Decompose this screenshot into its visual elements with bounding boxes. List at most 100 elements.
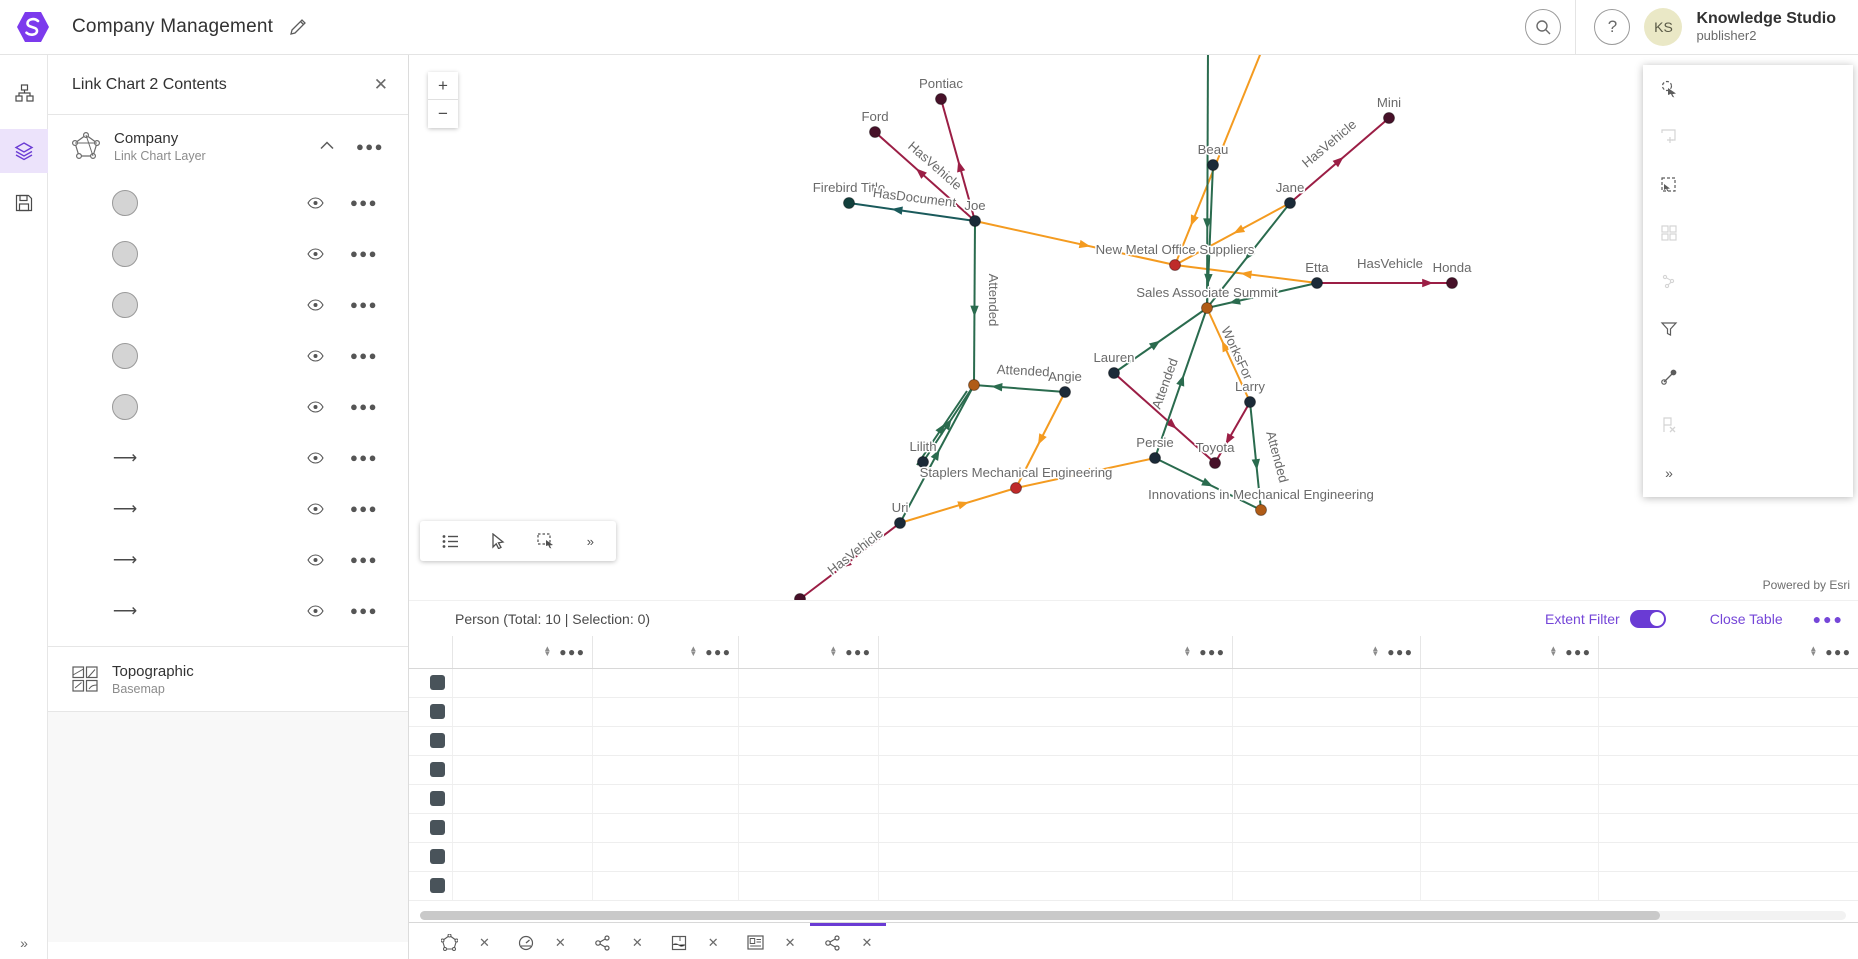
table-row[interactable]	[409, 871, 1858, 901]
toggle-visibility-button[interactable]	[307, 247, 324, 260]
row-checkbox[interactable]	[430, 820, 445, 836]
table-row[interactable]	[409, 842, 1858, 872]
sort-icon[interactable]: ▲ ▼	[1809, 644, 1818, 658]
item-menu-button[interactable]: ●●●	[349, 246, 378, 261]
avatar[interactable]: KS	[1644, 8, 1683, 46]
edit-title-button[interactable]	[289, 18, 307, 36]
row-checkbox[interactable]	[430, 733, 445, 749]
row-checkbox[interactable]	[430, 849, 445, 865]
contents-item-document[interactable]: ●●●	[48, 228, 408, 279]
toggle-visibility-button[interactable]	[307, 298, 324, 311]
contents-item-hasdocument[interactable]: ⟶ ●●●	[48, 585, 408, 636]
close-tab-icon[interactable]: ✕	[707, 934, 719, 950]
toggle-visibility-button[interactable]	[307, 349, 324, 362]
sort-icon[interactable]: ▲ ▼	[1183, 644, 1192, 658]
extent-filter-toggle[interactable]	[1629, 609, 1666, 628]
table-row[interactable]	[409, 726, 1858, 756]
zoom-in-button[interactable]: +	[428, 72, 458, 100]
layer-header[interactable]: Company Link Chart Layer ●●●	[48, 115, 408, 177]
sort-icon[interactable]: ▲ ▼	[543, 644, 552, 658]
tab-dashboard[interactable]: ✕	[504, 923, 580, 959]
table-horizontal-scrollbar[interactable]	[420, 911, 1846, 920]
toggle-visibility-button[interactable]	[307, 553, 324, 566]
item-menu-button[interactable]: ●●●	[349, 399, 378, 414]
table-row[interactable]	[409, 784, 1858, 814]
menu-item-filtered-expand[interactable]	[1643, 305, 1853, 353]
collapse-layer-button[interactable]	[312, 133, 342, 159]
column-menu-button[interactable]: ●●●	[559, 644, 586, 659]
menu-item-collapse[interactable]: »	[1643, 449, 1853, 497]
menu-item-select-all[interactable]	[1643, 161, 1853, 209]
tab-data-card[interactable]: ✕	[733, 923, 810, 959]
tab-link-chart-2[interactable]: ✕	[809, 923, 887, 959]
item-menu-button[interactable]: ●●●	[349, 195, 378, 210]
zoom-out-button[interactable]: −	[428, 100, 458, 128]
item-menu-button[interactable]: ●●●	[349, 603, 378, 618]
sort-icon[interactable]: ▲ ▼	[689, 644, 698, 658]
item-menu-button[interactable]: ●●●	[349, 348, 378, 363]
column-header-ESRI__ID[interactable]: ▲ ▼ ●●●	[1598, 636, 1858, 669]
row-checkbox[interactable]	[430, 791, 445, 807]
menu-item-selection-manager[interactable]	[1643, 65, 1853, 113]
select-area-button[interactable]	[537, 533, 555, 549]
column-menu-button[interactable]: ●●●	[1825, 644, 1852, 659]
close-tab-icon[interactable]: ✕	[861, 934, 873, 950]
rail-expand-button[interactable]: »	[20, 935, 28, 951]
row-checkbox[interactable]	[430, 675, 445, 691]
row-checkbox[interactable]	[430, 762, 445, 778]
toggle-visibility-button[interactable]	[307, 604, 324, 617]
pointer-tool-button[interactable]	[491, 533, 505, 549]
layer-menu-button[interactable]: ●●●	[355, 138, 384, 154]
close-tab-icon[interactable]: ✕	[554, 934, 566, 950]
column-menu-button[interactable]: ●●●	[1565, 644, 1592, 659]
row-checkbox[interactable]	[430, 704, 445, 720]
table-row[interactable]	[409, 755, 1858, 785]
user-block[interactable]: Knowledge Studio publisher2	[1696, 10, 1836, 43]
sort-icon[interactable]: ▲ ▼	[829, 644, 838, 658]
table-row[interactable]	[409, 697, 1858, 727]
tab-link-chart[interactable]: ✕	[580, 923, 657, 959]
search-button[interactable]	[1525, 9, 1562, 45]
column-header-lastName[interactable]: ▲ ▼ ●●●	[878, 636, 1233, 669]
link-chart-canvas[interactable]: Joe Beau Jane Etta Lauren Angie Larry Persie Lil…	[409, 55, 1858, 600]
item-menu-button[interactable]: ●●●	[349, 450, 378, 465]
tab-map[interactable]: ✕	[657, 923, 733, 959]
close-tab-icon[interactable]: ✕	[479, 934, 490, 950]
column-header-phoneNumber[interactable]: ▲ ▼ ●●●	[592, 636, 739, 669]
column-menu-button[interactable]: ●●●	[845, 644, 872, 659]
column-menu-button[interactable]: ●●●	[705, 644, 732, 659]
close-panel-button[interactable]: ✕	[373, 74, 388, 94]
help-button[interactable]: ?	[1594, 9, 1631, 45]
menu-item-layout-options[interactable]	[1643, 353, 1853, 401]
close-tab-icon[interactable]: ✕	[784, 934, 796, 950]
item-menu-button[interactable]: ●●●	[349, 501, 378, 516]
item-menu-button[interactable]: ●●●	[349, 552, 378, 567]
rail-layers-button[interactable]	[0, 129, 48, 173]
toggle-visibility-button[interactable]	[307, 502, 324, 515]
toggle-visibility-button[interactable]	[307, 451, 324, 464]
contents-item-worksfor[interactable]: ⟶ ●●●	[48, 483, 408, 534]
close-tab-icon[interactable]: ✕	[631, 934, 643, 950]
tab-knowledge-graph[interactable]: ✕	[427, 923, 504, 959]
scrollbar-thumb[interactable]	[420, 911, 1660, 920]
sort-icon[interactable]: ▲ ▼	[1549, 644, 1558, 658]
toggle-visibility-button[interactable]	[307, 400, 324, 413]
sort-icon[interactable]: ▲ ▼	[1371, 644, 1380, 658]
rail-hierarchy-button[interactable]	[0, 71, 48, 115]
close-table-button[interactable]: Close Table	[1709, 610, 1783, 627]
row-checkbox[interactable]	[430, 878, 445, 894]
item-menu-button[interactable]: ●●●	[349, 297, 378, 312]
column-header-firstName[interactable]: ▲ ▼ ●●●	[738, 636, 879, 669]
contents-item-conference[interactable]: ●●●	[48, 279, 408, 330]
column-menu-button[interactable]: ●●●	[1387, 644, 1414, 659]
column-menu-button[interactable]: ●●●	[1199, 644, 1226, 659]
contents-item-vehicle[interactable]: ●●●	[48, 330, 408, 381]
contents-item-attended[interactable]: ⟶ ●●●	[48, 534, 408, 585]
table-options-button[interactable]: ●●●	[1812, 610, 1844, 627]
table-row[interactable]	[409, 668, 1858, 698]
toolbar-expand-button[interactable]: »	[586, 533, 595, 549]
toggle-visibility-button[interactable]	[307, 196, 324, 209]
column-header-globalid[interactable]: ▲ ▼ ●●●	[1420, 636, 1599, 669]
contents-item-company[interactable]: ●●●	[48, 177, 408, 228]
contents-item-person[interactable]: ●●●	[48, 381, 408, 432]
